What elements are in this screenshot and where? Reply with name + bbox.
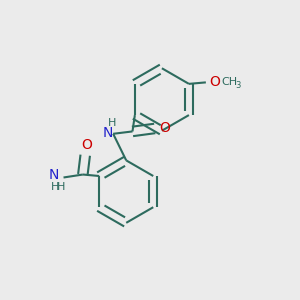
Text: N: N — [103, 126, 113, 140]
Text: H: H — [107, 118, 116, 128]
Text: N: N — [49, 168, 59, 182]
Text: O: O — [81, 138, 92, 152]
Text: O: O — [209, 75, 220, 89]
Text: CH: CH — [222, 77, 238, 87]
Text: H: H — [57, 182, 65, 192]
Text: O: O — [160, 122, 170, 136]
Text: 3: 3 — [236, 81, 241, 90]
Text: H: H — [50, 182, 59, 192]
